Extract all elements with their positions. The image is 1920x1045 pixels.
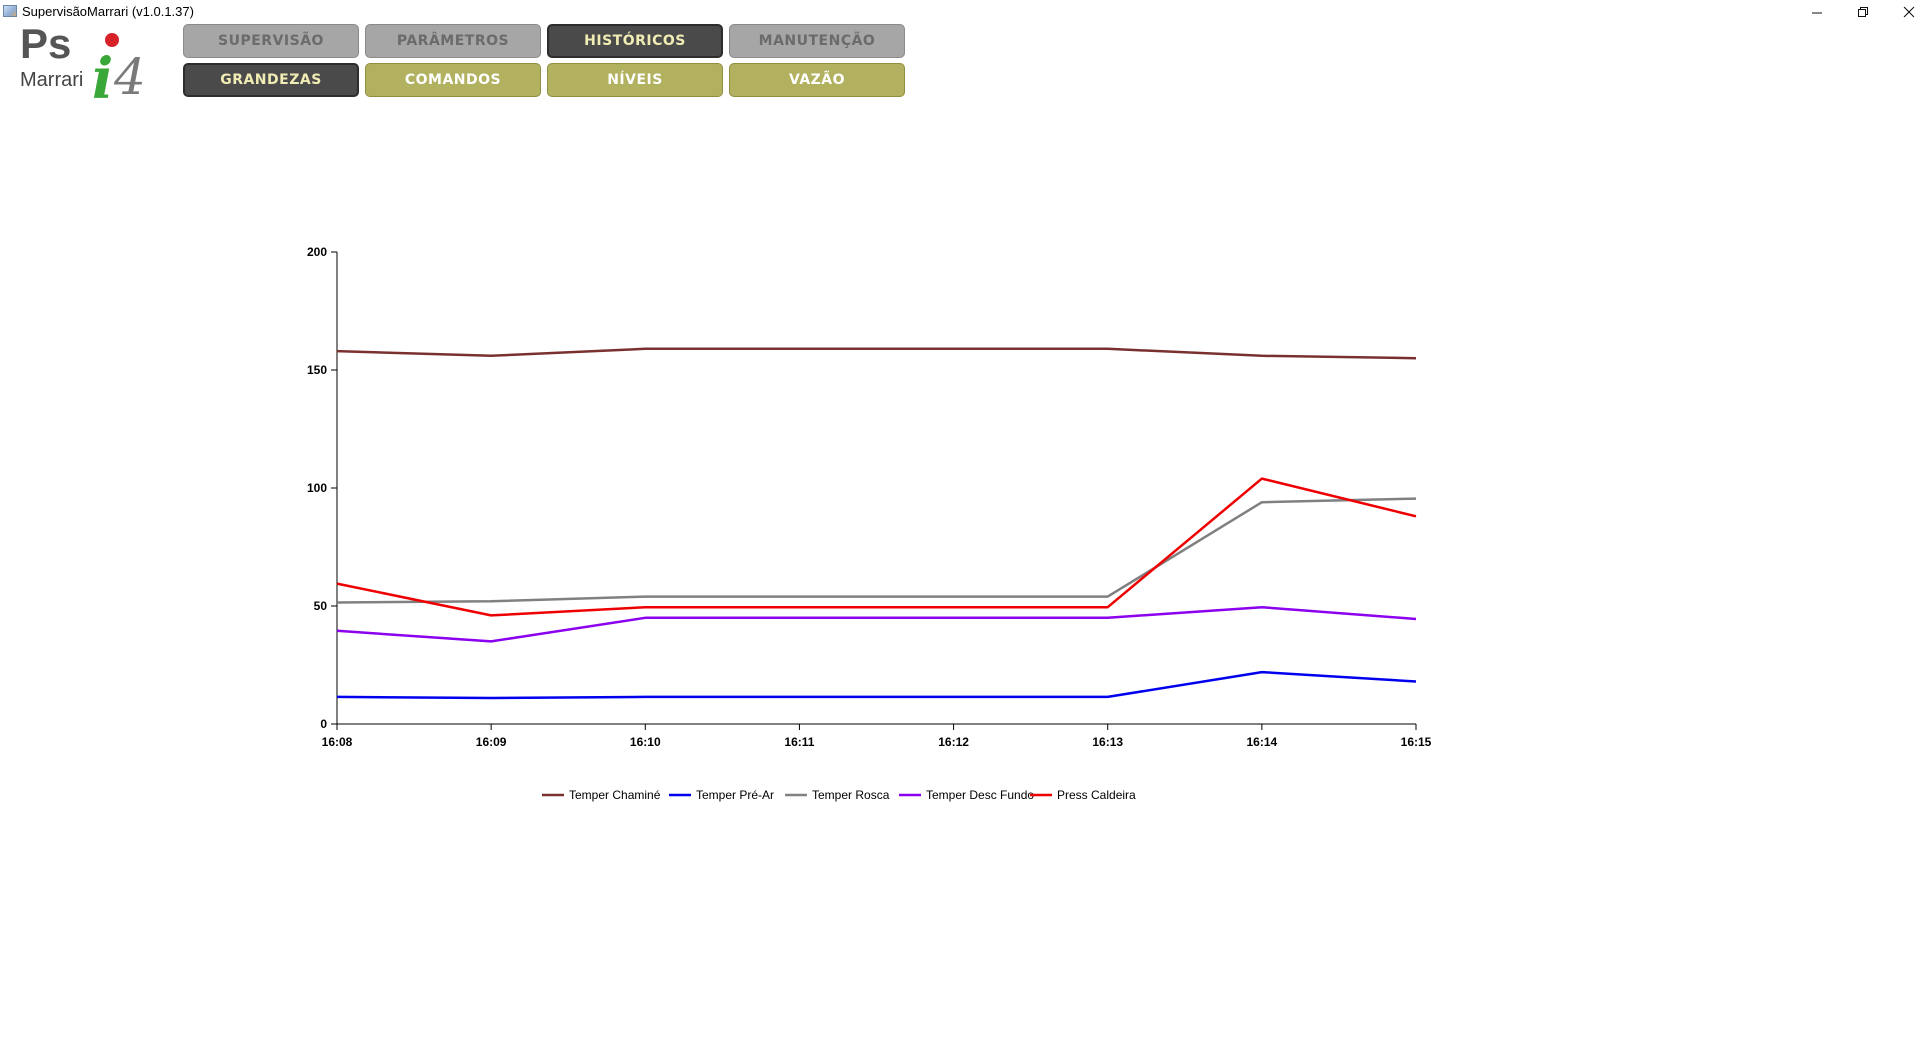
x-tick-label: 16:10: [630, 735, 661, 749]
window-titlebar: SupervisãoMarrari (v1.0.1.37): [0, 0, 1920, 24]
x-tick-label: 16:08: [322, 735, 353, 749]
psi4-marrari-logo: Ps Marrari i 4: [20, 20, 162, 112]
y-tick-label: 100: [307, 481, 327, 495]
nav-button-historicos[interactable]: HISTÓRICOS: [547, 24, 723, 58]
x-tick-label: 16:13: [1092, 735, 1123, 749]
minimize-icon: [1811, 6, 1823, 18]
legend-item-3: Temper Rosca: [785, 788, 890, 802]
restore-icon: [1857, 6, 1869, 18]
close-button[interactable]: [1886, 0, 1920, 24]
app-icon: [3, 5, 17, 17]
series-line-1: [336, 347, 1417, 360]
legend-item-4: Temper Desc Fundo: [899, 788, 1034, 802]
nav-button-grandezas[interactable]: GRANDEZAS: [183, 63, 359, 97]
x-tick-label: 16:14: [1247, 735, 1278, 749]
legend-item-1: Temper Chaminé: [542, 788, 661, 802]
y-tick-label: 0: [320, 717, 327, 731]
logo-4-text: 4: [113, 48, 146, 102]
nav-button-comandos[interactable]: COMANDOS: [365, 63, 541, 97]
logo-red-dot: [105, 33, 119, 47]
y-tick-label: 200: [307, 245, 327, 259]
minimize-button[interactable]: [1794, 0, 1840, 24]
series-line-5: [336, 477, 1417, 617]
y-tick-label: 150: [307, 363, 327, 377]
legend-label: Temper Chaminé: [569, 788, 661, 802]
close-icon: [1903, 6, 1915, 18]
nav-button-manutencao[interactable]: MANUTENÇÃO: [729, 24, 905, 58]
legend-label: Temper Desc Fundo: [926, 788, 1034, 802]
legend-label: Temper Rosca: [812, 788, 890, 802]
logo-ps-text: Ps: [20, 22, 71, 67]
window-title: SupervisãoMarrari (v1.0.1.37): [22, 4, 194, 19]
x-tick-label: 16:11: [784, 735, 814, 749]
logo-i-text: i: [92, 46, 113, 102]
legend-label: Press Caldeira: [1057, 788, 1136, 802]
x-tick-label: 16:15: [1401, 735, 1432, 749]
nav-button-niveis[interactable]: NÍVEIS: [547, 63, 723, 97]
legend-item-5: Press Caldeira: [1030, 788, 1136, 802]
nav-button-parametros[interactable]: PARÂMETROS: [365, 24, 541, 58]
x-tick-label: 16:12: [938, 735, 969, 749]
nav-button-supervisao[interactable]: SUPERVISÃO: [183, 24, 359, 58]
legend-label: Temper Pré-Ar: [696, 788, 774, 802]
x-tick-label: 16:09: [476, 735, 507, 749]
y-tick-label: 50: [314, 599, 328, 613]
nav-button-vazao[interactable]: VAZÃO: [729, 63, 905, 97]
series-line-4: [336, 605, 1417, 643]
logo-marrari-text: Marrari: [20, 69, 83, 91]
legend-item-2: Temper Pré-Ar: [669, 788, 774, 802]
series-line-3: [336, 497, 1417, 604]
series-line-2: [336, 670, 1417, 700]
restore-button[interactable]: [1840, 0, 1886, 24]
